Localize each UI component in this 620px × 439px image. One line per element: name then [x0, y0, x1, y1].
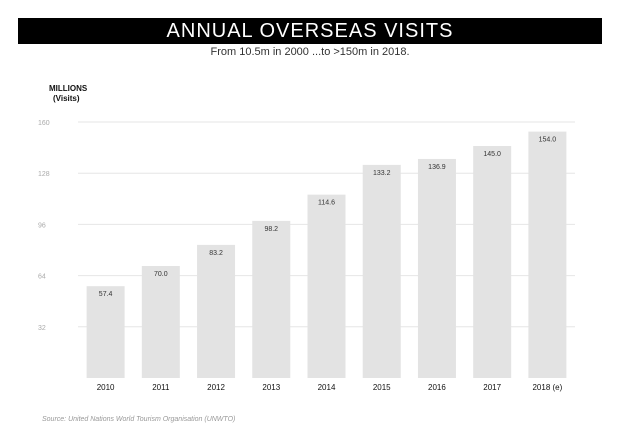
bar	[197, 244, 236, 378]
x-tick-label: 2013	[262, 383, 280, 392]
x-tick-label: 2010	[97, 383, 115, 392]
bar	[307, 194, 346, 378]
y-axis-label-main: MILLIONS	[49, 84, 88, 93]
x-tick-label: 2017	[483, 383, 501, 392]
y-tick-label: 64	[38, 274, 46, 281]
x-tick-label: 2015	[373, 383, 391, 392]
bar-value-label: 83.2	[209, 250, 223, 257]
y-tick-label: 96	[38, 222, 46, 229]
y-tick-label: 128	[38, 171, 50, 178]
bar-value-label: 98.2	[264, 226, 278, 233]
y-axis-label: MILLIONS (Visits)	[49, 84, 87, 104]
source-note: Source: United Nations World Tourism Org…	[42, 416, 236, 423]
bar	[528, 131, 567, 378]
bar	[252, 220, 291, 378]
bar	[141, 266, 180, 378]
bar-value-label: 70.0	[154, 271, 168, 278]
bar	[86, 286, 125, 378]
chart-title: ANNUAL OVERSEAS VISITS	[166, 19, 454, 42]
bar-value-label: 145.0	[483, 151, 501, 158]
y-tick-label: 32	[38, 325, 46, 332]
bar	[473, 146, 512, 378]
bar-value-label: 114.6	[318, 200, 335, 207]
bar-value-label: 133.2	[373, 170, 391, 177]
bar	[362, 164, 401, 378]
chart-title-bar: ANNUAL OVERSEAS VISITS	[18, 18, 602, 44]
x-tick-label: 2012	[207, 383, 225, 392]
x-tick-label: 2018 (e)	[532, 383, 562, 392]
bar	[417, 158, 456, 378]
bar-value-label: 57.4	[99, 291, 113, 298]
chart-subtitle: From 10.5m in 2000 ...to >150m in 2018.	[210, 46, 410, 58]
bar-value-label: 154.0	[539, 137, 557, 144]
y-tick-label: 160	[38, 120, 50, 127]
x-tick-label: 2016	[428, 383, 446, 392]
x-tick-label: 2014	[318, 383, 336, 392]
bar-value-label: 136.9	[428, 164, 446, 171]
y-axis-label-unit: (Visits)	[53, 94, 80, 103]
x-tick-label: 2011	[152, 383, 170, 392]
